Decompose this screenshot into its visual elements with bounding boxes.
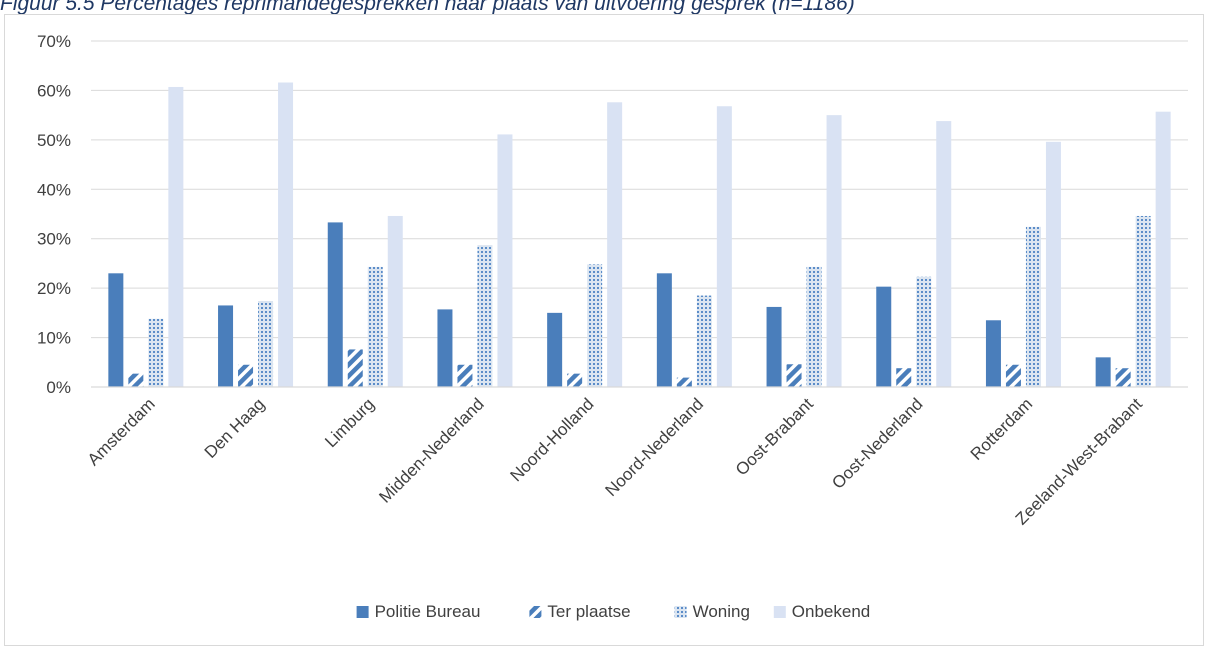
bar-onbekend: [278, 82, 294, 388]
bar-ter-plaatse: [786, 364, 802, 387]
bar-politie-bureau: [1095, 357, 1111, 387]
bar-politie-bureau: [108, 273, 124, 387]
legend-swatch: [356, 606, 369, 618]
x-tick-label: Noord-Nederland: [602, 394, 708, 500]
legend-swatch: [773, 606, 786, 618]
bar-woning: [148, 318, 164, 387]
bar-politie-bureau: [547, 312, 563, 387]
legend-label: Ter plaatse: [547, 602, 630, 621]
legend-swatch: [674, 606, 687, 618]
bar-woning: [587, 264, 603, 387]
bar-woning: [367, 266, 383, 387]
legend-item: Ter plaatse: [529, 602, 631, 621]
legend-swatch: [529, 606, 542, 618]
bar-politie-bureau: [656, 273, 672, 387]
bar-ter-plaatse: [457, 364, 473, 387]
bar-onbekend: [936, 121, 952, 388]
bar-onbekend: [1155, 111, 1171, 387]
legend-label: Onbekend: [792, 602, 870, 621]
bar-woning: [696, 295, 712, 387]
bar-woning: [916, 276, 932, 387]
bar-politie-bureau: [327, 222, 343, 387]
bar-onbekend: [1045, 141, 1061, 387]
bar-chart: 0% 10% 20% 30% 40% 50% 60% 70% Amsterdam Den Haag…: [37, 32, 1188, 621]
legend-item: Woning: [674, 602, 750, 621]
bar-woning: [477, 245, 493, 387]
bar-ter-plaatse: [567, 373, 583, 387]
bar-politie-bureau: [218, 305, 234, 387]
bar-woning: [1135, 215, 1151, 387]
x-tick-label: Rotterdam: [967, 394, 1037, 464]
chart-frame: 0% 10% 20% 30% 40% 50% 60% 70% Amsterdam Den Haag…: [4, 14, 1204, 646]
legend-item: Onbekend: [773, 602, 870, 621]
y-tick-label: 50%: [37, 131, 71, 150]
x-tick-label: Oost-Brabant: [732, 394, 817, 479]
bar-ter-plaatse: [128, 373, 144, 387]
bar-politie-bureau: [766, 306, 782, 387]
x-tick-label: Zeeland-West-Brabant: [1012, 394, 1146, 528]
y-tick-label: 0%: [46, 378, 71, 397]
bar-politie-bureau: [876, 286, 892, 387]
y-tick-label: 60%: [37, 81, 71, 100]
x-tick-label: Oost-Nederland: [828, 394, 926, 492]
bar-ter-plaatse: [1115, 368, 1131, 387]
x-tick-label: Den Haag: [201, 394, 269, 462]
figure-caption: Figuur 5.5 Percentages reprimandegesprek…: [0, 0, 855, 15]
bar-onbekend: [716, 106, 732, 387]
legend-label: Politie Bureau: [375, 602, 481, 621]
bar-ter-plaatse: [896, 368, 912, 387]
y-tick-label: 70%: [37, 32, 71, 51]
bar-onbekend: [387, 215, 403, 387]
legend-label: Woning: [693, 602, 750, 621]
bar-politie-bureau: [985, 320, 1001, 387]
bar-onbekend: [826, 115, 842, 388]
bar-onbekend: [497, 134, 513, 387]
legend-item: Politie Bureau: [356, 602, 481, 621]
bar-woning: [806, 266, 822, 387]
bar-ter-plaatse: [347, 349, 363, 387]
bar-politie-bureau: [437, 309, 453, 387]
bar-ter-plaatse: [238, 364, 254, 387]
y-tick-label: 40%: [37, 180, 71, 199]
y-tick-label: 20%: [37, 279, 71, 298]
bar-ter-plaatse: [676, 377, 692, 387]
x-tick-label: Midden-Nederland: [375, 394, 487, 506]
bar-ter-plaatse: [1005, 364, 1021, 387]
bar-woning: [1025, 226, 1041, 387]
bar-onbekend: [168, 86, 184, 388]
bar-onbekend: [607, 102, 623, 387]
bar-woning: [258, 300, 274, 387]
x-tick-label: Noord-Holland: [507, 394, 598, 485]
x-tick-label: Limburg: [321, 394, 378, 451]
x-tick-label: Amsterdam: [84, 394, 159, 469]
y-tick-label: 10%: [37, 329, 71, 348]
y-tick-label: 30%: [37, 230, 71, 249]
